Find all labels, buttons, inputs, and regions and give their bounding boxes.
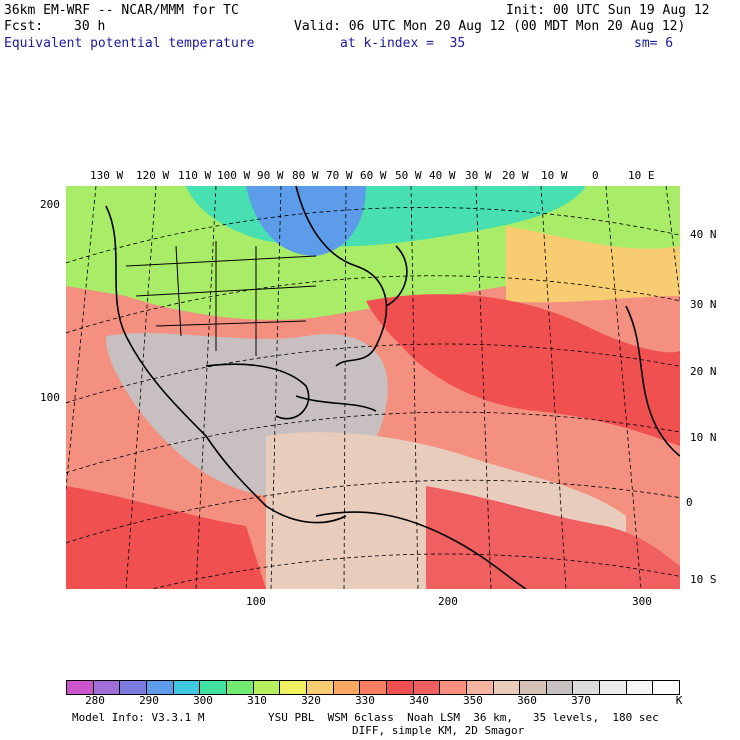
forecast-hours: 30 h (74, 19, 106, 34)
model-info: Model Info: V3.3.1 M (72, 711, 205, 724)
colorbar-unit: K (675, 694, 683, 707)
colorbar-label: 300 (193, 694, 213, 707)
colorbar-swatch (119, 681, 146, 694)
lat-label: 10 N (690, 431, 717, 444)
colorbar-label: 360 (517, 694, 537, 707)
grid-label-bottom: 100 (246, 595, 266, 608)
colorbar-swatch (599, 681, 626, 694)
lon-label: 50 W (395, 169, 422, 182)
physics-info: YSU PBL WSM 6class Noah LSM 36 km, 35 le… (268, 711, 659, 724)
state-borders (125, 241, 317, 356)
lat-label: 20 N (690, 365, 717, 378)
valid-time: Valid: 06 UTC Mon 20 Aug 12 (00 MDT Mon … (294, 19, 686, 34)
grid-label-bottom: 300 (632, 595, 652, 608)
graticule (66, 186, 680, 589)
lon-label: 10 E (628, 169, 655, 182)
colorbar-swatch (385, 681, 413, 694)
lon-label: 110 W (178, 169, 212, 182)
model-title: 36km EM-WRF -- NCAR/MMM for TC (4, 3, 239, 18)
colorbar-swatch (92, 681, 120, 694)
colorbar-label: 290 (139, 694, 159, 707)
field-name: Equivalent potential temperature (4, 36, 255, 51)
lon-label: 20 W (502, 169, 529, 182)
colorbar-swatch (519, 681, 546, 694)
colorbar-swatch (67, 681, 93, 694)
lat-label: 40 N (690, 228, 717, 241)
lon-label: 90 W (257, 169, 284, 182)
colorbar-swatch (252, 681, 280, 694)
colorbar-swatch (439, 681, 466, 694)
colorbar-swatch (199, 681, 226, 694)
colorbar-label: 280 (85, 694, 105, 707)
lon-label: 30 W (465, 169, 492, 182)
lat-label: 30 N (690, 298, 717, 311)
colorbar-label: 330 (355, 694, 375, 707)
level-label: at k-index = 35 (340, 36, 466, 51)
colorbar-swatch (332, 681, 360, 694)
colorbar (66, 680, 680, 695)
colorbar-swatch (412, 681, 440, 694)
coastlines (105, 186, 680, 589)
colorbar-swatch (492, 681, 520, 694)
colorbar-swatch (465, 681, 493, 694)
colorbar-label: 370 (571, 694, 591, 707)
colorbar-swatch (545, 681, 573, 694)
grid-label-left: 100 (40, 391, 60, 404)
colorbar-swatch (359, 681, 386, 694)
lon-label: 130 W (90, 169, 124, 182)
grid-label-bottom: 200 (438, 595, 458, 608)
lon-label: 100 W (217, 169, 251, 182)
lat-label: 10 S (690, 573, 717, 586)
warm-band (366, 294, 680, 446)
colorbar-swatch (305, 681, 333, 694)
diffusion-info: DIFF, simple KM, 2D Smagor (352, 724, 525, 737)
colorbar-swatch (279, 681, 306, 694)
lat-label: 0 (686, 496, 693, 509)
lon-label: 120 W (136, 169, 170, 182)
warm-southwest (66, 486, 266, 589)
lon-label: 60 W (360, 169, 387, 182)
colorbar-swatch (652, 681, 680, 694)
colorbar-label: 310 (247, 694, 267, 707)
lon-label: 40 W (429, 169, 456, 182)
mid-band (506, 226, 680, 303)
grid-label-left: 200 (40, 198, 60, 211)
colorbar-label: 340 (409, 694, 429, 707)
init-time: Init: 00 UTC Sun 19 Aug 12 (506, 3, 710, 18)
cold-core (246, 186, 366, 256)
theta-e-map (66, 186, 680, 589)
colorbar-swatch (625, 681, 653, 694)
colorbar-label: 350 (463, 694, 483, 707)
lon-label: 80 W (292, 169, 319, 182)
colorbar-swatch (572, 681, 600, 694)
colorbar-swatch (225, 681, 253, 694)
lon-label: 0 (592, 169, 599, 182)
lon-label: 70 W (326, 169, 353, 182)
colorbar-swatch (145, 681, 173, 694)
forecast-label: Fcst: (4, 19, 44, 34)
smoothing-label: sm= 6 (634, 36, 674, 51)
colorbar-swatch (172, 681, 200, 694)
colorbar-label: 320 (301, 694, 321, 707)
lon-label: 10 W (541, 169, 568, 182)
